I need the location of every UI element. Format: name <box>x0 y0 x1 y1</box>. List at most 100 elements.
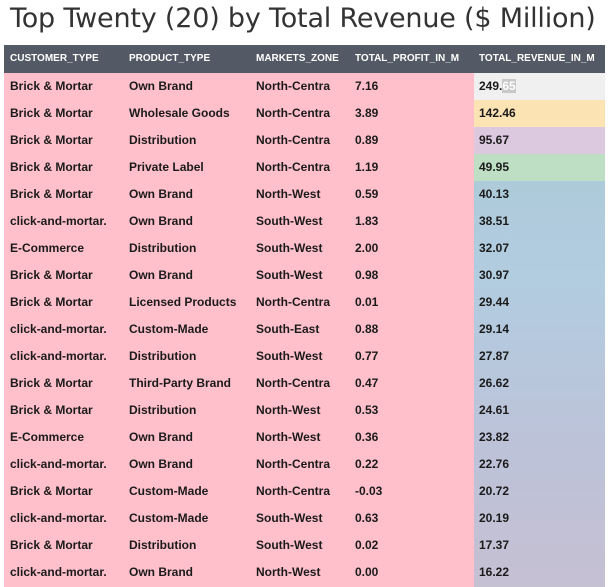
table-row[interactable]: Brick & Mortar Distribution South-West 0.02… <box>4 532 605 559</box>
table-row[interactable]: click-and-mortar. Own Brand South-West 1.83… <box>4 208 605 235</box>
report-title: Top Twenty (20) by Total Revenue ($ Mill… <box>10 3 596 34</box>
cell-product-type: Custom-Made <box>129 511 209 525</box>
revenue-column-background <box>474 73 605 587</box>
cell-markets-zone: South-West <box>256 538 323 552</box>
table-row[interactable]: Brick & Mortar Wholesale Goods North-Centr… <box>4 100 605 127</box>
cell-markets-zone: North-Centra <box>256 376 330 390</box>
table-row[interactable]: click-and-mortar. Custom-Made South-East 0.… <box>4 316 605 343</box>
column-header-product-type[interactable]: PRODUCT_TYPE <box>129 53 211 64</box>
cell-total-revenue: 32.07 <box>479 241 510 255</box>
cell-customer-type: click-and-mortar. <box>10 511 107 525</box>
cell-total-revenue: 20.72 <box>479 484 510 498</box>
cell-markets-zone: North-West <box>256 403 321 417</box>
cell-total-revenue: 40.13 <box>479 187 510 201</box>
cell-total-revenue: 29.44 <box>479 295 510 309</box>
cell-product-type: Licensed Products <box>129 295 237 309</box>
table-row[interactable]: click-and-mortar. Custom-Made South-West 0.… <box>4 505 605 532</box>
column-header-total-revenue[interactable]: TOTAL_REVENUE_IN_M <box>479 53 595 64</box>
cell-markets-zone: South-West <box>256 268 323 282</box>
cell-product-type: Distribution <box>129 403 197 417</box>
revenue-highlight-3 <box>474 127 605 154</box>
cell-total-profit: 0.00 <box>355 565 379 579</box>
table-header: CUSTOMER_TYPE PRODUCT_TYPE MARKETS_ZONE … <box>4 45 605 73</box>
table-row[interactable]: Brick & Mortar Private Label North-Centra 1… <box>4 154 605 181</box>
cell-customer-type: click-and-mortar. <box>10 565 107 579</box>
cell-product-type: Private Label <box>129 160 204 174</box>
table-row[interactable]: Brick & Mortar Distribution North-West 0.53… <box>4 397 605 424</box>
revenue-highlight-2 <box>474 100 605 127</box>
cell-product-type: Own Brand <box>129 214 194 228</box>
cell-product-type: Own Brand <box>129 187 194 201</box>
cell-customer-type: click-and-mortar. <box>10 349 107 363</box>
cell-product-type: Own Brand <box>129 565 194 579</box>
column-header-customer-type[interactable]: CUSTOMER_TYPE <box>10 53 99 64</box>
cell-total-revenue: 16.22 <box>479 565 510 579</box>
revenue-value-integer-part: 249. <box>479 79 503 93</box>
cell-markets-zone: South-West <box>256 214 323 228</box>
cell-customer-type: Brick & Mortar <box>10 376 93 390</box>
table-row[interactable]: Brick & Mortar Own Brand North-Centra 7.16 2… <box>4 73 605 100</box>
cell-total-revenue: 23.82 <box>479 430 510 444</box>
cell-total-profit: 0.89 <box>355 133 379 147</box>
table-row[interactable]: Brick & Mortar Licensed Products North-Cen… <box>4 289 605 316</box>
cell-total-profit: 0.01 <box>355 295 379 309</box>
cell-customer-type: Brick & Mortar <box>10 160 93 174</box>
revenue-highlight-1 <box>474 73 605 100</box>
table-row[interactable]: click-and-mortar. Own Brand North-West 0.00… <box>4 559 605 586</box>
column-header-total-profit[interactable]: TOTAL_PROFIT_IN_M <box>355 53 460 64</box>
cell-total-profit: 0.63 <box>355 511 379 525</box>
table-row[interactable]: Brick & Mortar Third-Party Brand North-Cen… <box>4 370 605 397</box>
cell-total-revenue: 24.61 <box>479 403 510 417</box>
table-row[interactable]: Brick & Mortar Own Brand South-West 0.98 30.… <box>4 262 605 289</box>
table-row[interactable]: Brick & Mortar Own Brand North-West 0.59 40.… <box>4 181 605 208</box>
cell-product-type: Own Brand <box>129 268 194 282</box>
row-background <box>4 73 474 587</box>
table-row[interactable]: click-and-mortar. Own Brand North-Centra 0.… <box>4 451 605 478</box>
cell-total-profit: 1.19 <box>355 160 379 174</box>
cell-total-revenue: 38.51 <box>479 214 510 228</box>
cell-customer-type: Brick & Mortar <box>10 106 93 120</box>
cell-markets-zone: South-West <box>256 511 323 525</box>
cell-customer-type: Brick & Mortar <box>10 295 93 309</box>
cell-customer-type: Brick & Mortar <box>10 187 93 201</box>
table-row[interactable]: Brick & Mortar Distribution North-Centra 0.… <box>4 127 605 154</box>
cell-total-profit: 0.47 <box>355 376 379 390</box>
cell-total-profit: 1.83 <box>355 214 379 228</box>
data-table: CUSTOMER_TYPE PRODUCT_TYPE MARKETS_ZONE … <box>4 45 605 587</box>
table-row[interactable]: Brick & Mortar Custom-Made North-Centra -0.… <box>4 478 605 505</box>
cell-total-profit: 2.00 <box>355 241 379 255</box>
cell-markets-zone: North-Centra <box>256 484 330 498</box>
cell-customer-type: Brick & Mortar <box>10 133 93 147</box>
cell-product-type: Wholesale Goods <box>129 106 230 120</box>
cell-customer-type: click-and-mortar. <box>10 214 107 228</box>
cell-product-type: Distribution <box>129 133 197 147</box>
cell-markets-zone: North-West <box>256 187 321 201</box>
cell-customer-type: Brick & Mortar <box>10 268 93 282</box>
cell-product-type: Third-Party Brand <box>129 376 232 390</box>
cell-markets-zone: North-West <box>256 430 321 444</box>
cell-total-revenue: 29.14 <box>479 322 510 336</box>
cell-product-type: Own Brand <box>129 79 194 93</box>
column-header-markets-zone[interactable]: MARKETS_ZONE <box>256 53 339 64</box>
cell-total-profit: 7.16 <box>355 79 379 93</box>
cell-total-revenue: 249.65 <box>479 73 601 100</box>
cell-total-revenue: 27.87 <box>479 349 510 363</box>
table-row[interactable]: click-and-mortar. Distribution South-West 0… <box>4 343 605 370</box>
cell-markets-zone: North-Centra <box>256 295 330 309</box>
cell-customer-type: Brick & Mortar <box>10 79 93 93</box>
cell-product-type: Custom-Made <box>129 484 209 498</box>
cell-markets-zone: North-Centra <box>256 160 330 174</box>
cell-markets-zone: North-Centra <box>256 79 330 93</box>
cell-total-revenue: 17.37 <box>479 538 510 552</box>
cell-total-revenue: 95.67 <box>479 133 510 147</box>
cell-customer-type: Brick & Mortar <box>10 484 93 498</box>
table-row[interactable]: E-Commerce Own Brand North-West 0.36 23.82 <box>4 424 605 451</box>
table-row[interactable]: E-Commerce Distribution South-West 2.00 32.0… <box>4 235 605 262</box>
cell-product-type: Custom-Made <box>129 322 209 336</box>
cell-markets-zone: North-Centra <box>256 133 330 147</box>
cell-product-type: Distribution <box>129 349 197 363</box>
cell-product-type: Own Brand <box>129 457 194 471</box>
cell-total-revenue: 142.46 <box>479 106 516 120</box>
cell-total-profit: 0.98 <box>355 268 379 282</box>
cell-customer-type: E-Commerce <box>10 241 85 255</box>
